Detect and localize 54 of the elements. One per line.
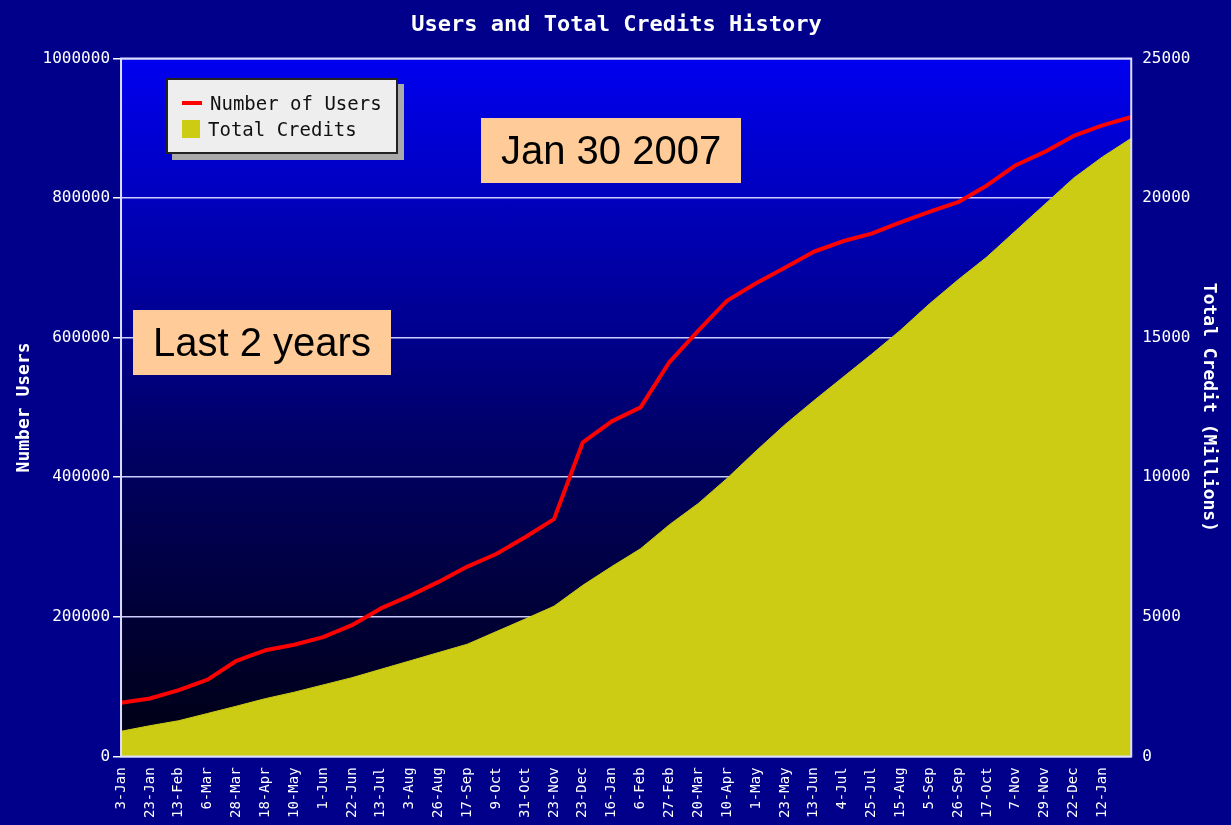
x-tick-label: 12-Jan <box>1093 767 1110 819</box>
x-tick-label: 9-Oct <box>486 767 503 810</box>
y-tick-label: 400000 <box>52 466 111 486</box>
legend-label: Total Credits <box>208 118 357 141</box>
y2-tick-label: 10000 <box>1142 466 1191 486</box>
x-tick-label: 7-Nov <box>1006 767 1023 810</box>
x-tick-label: 5-Sep <box>919 767 936 810</box>
annotation: Last 2 years <box>133 310 391 376</box>
y2-tick-label: 20000 <box>1142 187 1191 207</box>
x-tick-label: 6-Mar <box>198 767 215 810</box>
x-tick-label: 10-May <box>284 767 301 819</box>
x-tick-label: 4-Jul <box>833 767 850 810</box>
x-tick-label: 20-Mar <box>688 767 705 819</box>
x-tick-label: 16-Jan <box>602 767 619 819</box>
x-tick-label: 1-May <box>746 767 763 810</box>
y-tick-label: 1000000 <box>42 47 111 67</box>
y-tick-label: 0 <box>100 745 111 765</box>
y-axis-title: Number Users <box>12 342 34 473</box>
y-tick-label: 800000 <box>52 187 111 207</box>
y2-tick-label: 25000 <box>1142 47 1191 67</box>
x-tick-label: 13-Jun <box>804 767 821 819</box>
x-tick-label: 31-Oct <box>515 767 532 819</box>
x-tick-label: 23-Dec <box>573 767 590 819</box>
y2-axis-title: Total Credit (Millions) <box>1199 282 1221 533</box>
x-tick-label: 17-Sep <box>458 767 475 819</box>
x-tick-label: 23-Jan <box>140 767 157 819</box>
x-tick-label: 18-Apr <box>255 767 272 819</box>
x-tick-label: 25-Jul <box>862 767 879 819</box>
x-tick-label: 13-Jul <box>371 767 388 819</box>
x-tick-label: 26-Aug <box>429 767 446 819</box>
legend-label: Number of Users <box>210 92 382 115</box>
x-tick-label: 23-May <box>775 767 792 819</box>
x-tick-label: 22-Dec <box>1064 767 1081 819</box>
y2-tick-label: 15000 <box>1142 326 1191 346</box>
x-tick-label: 10-Apr <box>717 767 734 819</box>
x-tick-label: 17-Oct <box>977 767 994 819</box>
x-tick-label: 23-Nov <box>544 767 561 819</box>
x-tick-label: 22-Jun <box>342 767 359 819</box>
y2-tick-label: 0 <box>1142 745 1152 765</box>
x-tick-label: 13-Feb <box>169 767 186 819</box>
x-tick-label: 29-Nov <box>1035 767 1052 819</box>
x-tick-label: 3-Jan <box>111 767 128 810</box>
x-tick-label: 27-Feb <box>660 767 677 819</box>
x-tick-label: 15-Aug <box>890 767 907 819</box>
x-tick-label: 6-Feb <box>631 767 648 810</box>
y2-tick-label: 5000 <box>1142 605 1181 625</box>
x-tick-label: 1-Jun <box>313 767 330 810</box>
annotation: Jan 30 2007 <box>481 118 742 184</box>
y-tick-label: 200000 <box>52 605 111 625</box>
x-tick-label: 28-Mar <box>227 767 244 819</box>
chart-title: Users and Total Credits History <box>411 10 822 36</box>
x-tick-label: 3-Aug <box>400 767 417 810</box>
y-tick-label: 600000 <box>52 326 111 346</box>
x-tick-label: 26-Sep <box>948 767 965 819</box>
